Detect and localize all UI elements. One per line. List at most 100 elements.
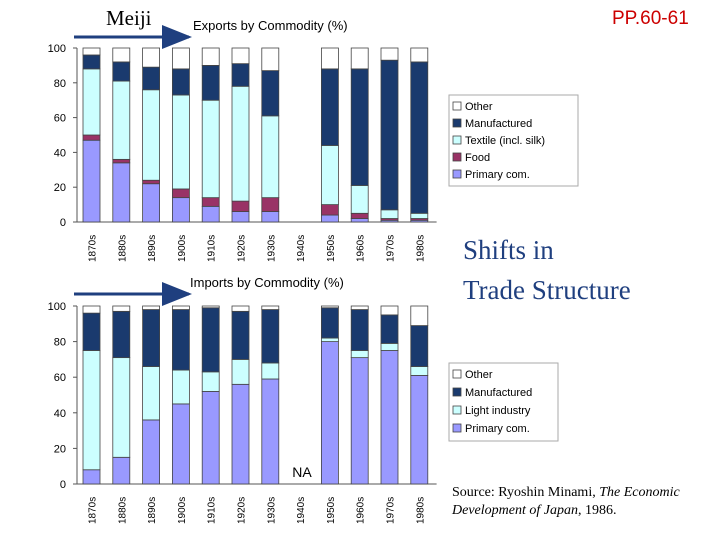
- imports-bar-other-1980s: [410, 305, 429, 326]
- slide-title: Shifts in Trade Structure: [463, 230, 631, 310]
- imports-bar-manufactured-1960s: [350, 309, 369, 351]
- exports-bar-food-1950s: [320, 204, 339, 216]
- exports-bar-food-1870s: [82, 134, 101, 141]
- imports-na-annotation: NA: [292, 464, 312, 480]
- imports-bar-other-1910s: [201, 305, 220, 309]
- imports-xtick-label: 1920s: [237, 497, 248, 524]
- imports-xtick-label: 1890s: [147, 497, 158, 524]
- exports-bar-food-1890s: [142, 179, 161, 185]
- exports-legend-label-textile: Textile (incl. silk): [465, 135, 545, 147]
- exports-bar-primary-1950s: [320, 214, 339, 223]
- exports-bar-primary-1930s: [261, 211, 280, 223]
- exports-legend-swatch-food: [452, 152, 462, 162]
- imports-bar-other-1970s: [380, 305, 399, 316]
- exports-xtick-label: 1980s: [415, 235, 426, 262]
- exports-bar-primary-1870s: [82, 139, 101, 223]
- exports-bar-other-1930s: [261, 47, 280, 72]
- exports-bar-manufactured-1880s: [112, 61, 131, 82]
- imports-bar-textile-1920s: [231, 358, 250, 385]
- imports-bar-primary-1970s: [380, 350, 399, 485]
- exports-bar-textile-1970s: [380, 209, 399, 219]
- exports-xtick-label: 1910s: [207, 235, 218, 262]
- exports-bar-other-1880s: [112, 47, 131, 63]
- exports-bar-food-1960s: [350, 212, 369, 219]
- exports-bar-primary-1960s: [350, 218, 369, 223]
- page-reference: PP.60-61: [612, 8, 689, 29]
- imports-bar-primary-1880s: [112, 456, 131, 485]
- imports-legend-label-other: Other: [465, 369, 493, 381]
- imports-bar-primary-1960s: [350, 357, 369, 485]
- imports-bar-primary-1870s: [82, 469, 101, 485]
- exports-legend-label-manufactured: Manufactured: [465, 118, 532, 130]
- exports-bar-manufactured-1890s: [142, 66, 161, 91]
- exports-bar-textile-1980s: [410, 212, 429, 219]
- exports-bar-primary-1900s: [171, 197, 190, 223]
- exports-bar-textile-1930s: [261, 115, 280, 199]
- exports-bar-manufactured-1910s: [201, 65, 220, 101]
- imports-bar-other-1880s: [112, 305, 131, 312]
- imports-xtick-label: 1980s: [415, 497, 426, 524]
- imports-xtick-label: 1880s: [117, 497, 128, 524]
- imports-bar-textile-1980s: [410, 366, 429, 376]
- exports-bar-textile-1870s: [82, 68, 101, 136]
- imports-bar-other-1960s: [350, 305, 369, 310]
- exports-legend-label-primary: Primary com.: [465, 169, 530, 181]
- imports-legend-swatch-textile: [452, 405, 462, 415]
- imports-bar-textile-1870s: [82, 350, 101, 471]
- exports-bar-food-1900s: [171, 188, 190, 199]
- exports-legend-swatch-textile: [452, 135, 462, 145]
- exports-bar-textile-1920s: [231, 85, 250, 202]
- imports-legend-swatch-manufactured: [452, 387, 462, 397]
- exports-bar-manufactured-1980s: [410, 61, 429, 214]
- exports-bar-manufactured-1960s: [350, 68, 369, 186]
- exports-legend-box: [448, 94, 579, 187]
- imports-bar-manufactured-1970s: [380, 314, 399, 344]
- imports-legend-swatch-primary: [452, 423, 462, 433]
- imports-ytick-label: 0: [60, 479, 66, 491]
- exports-bar-other-1960s: [350, 47, 369, 70]
- source-book-title: The Economic Development of Japan: [452, 485, 680, 518]
- exports-bar-primary-1910s: [201, 205, 220, 223]
- imports-bar-primary-1920s: [231, 383, 250, 485]
- imports-bar-manufactured-1880s: [112, 310, 131, 359]
- exports-chart-title: Exports by Commodity (%): [193, 18, 348, 33]
- slide-title-line1: Shifts in: [463, 235, 554, 265]
- imports-bar-primary-1930s: [261, 378, 280, 485]
- imports-ytick-label: 100: [48, 301, 66, 313]
- exports-bar-primary-1890s: [142, 183, 161, 223]
- imports-bar-manufactured-1930s: [261, 309, 280, 364]
- imports-bar-manufactured-1910s: [201, 307, 220, 373]
- exports-bar-manufactured-1950s: [320, 68, 339, 146]
- imports-xtick-label: 1870s: [88, 497, 99, 524]
- imports-bar-manufactured-1870s: [82, 312, 101, 351]
- imports-legend-label-primary: Primary com.: [465, 423, 530, 435]
- exports-bar-textile-1960s: [350, 185, 369, 214]
- exports-ytick-label: 100: [48, 43, 66, 55]
- exports-bar-food-1930s: [261, 197, 280, 212]
- imports-bar-manufactured-1980s: [410, 325, 429, 367]
- exports-xtick-label: 1870s: [88, 235, 99, 262]
- imports-bar-textile-1890s: [142, 366, 161, 421]
- exports-bar-food-1910s: [201, 197, 220, 207]
- imports-bar-textile-1900s: [171, 369, 190, 405]
- exports-ytick-label: 60: [54, 113, 66, 125]
- imports-bar-textile-1970s: [380, 342, 399, 351]
- exports-bar-textile-1910s: [201, 99, 220, 199]
- imports-bar-other-1870s: [82, 305, 101, 314]
- imports-bar-manufactured-1900s: [171, 309, 190, 371]
- exports-bar-other-1920s: [231, 47, 250, 65]
- exports-ytick-label: 0: [60, 217, 66, 229]
- exports-bar-other-1950s: [320, 47, 339, 70]
- imports-xtick-label: 1910s: [207, 497, 218, 524]
- imports-ytick-label: 20: [54, 443, 66, 455]
- meiji-label: Meiji: [106, 6, 152, 30]
- exports-bar-textile-1950s: [320, 145, 339, 206]
- exports-bar-manufactured-1970s: [380, 59, 399, 211]
- exports-bar-textile-1900s: [171, 94, 190, 190]
- imports-bar-other-1950s: [320, 305, 339, 309]
- imports-bar-textile-1910s: [201, 371, 220, 392]
- imports-legend-label-manufactured: Manufactured: [465, 387, 532, 399]
- imports-legend-label-textile: Light industry: [465, 405, 531, 417]
- exports-bar-other-1980s: [410, 47, 429, 63]
